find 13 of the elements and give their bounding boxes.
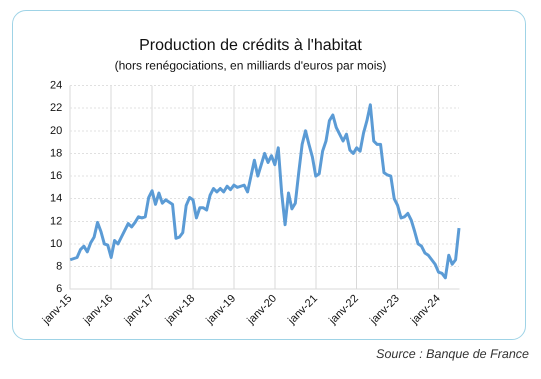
y-tick-label: 10	[50, 238, 62, 250]
y-tick-label: 22	[50, 102, 62, 114]
y-tick-label: 16	[50, 170, 62, 182]
y-tick-label: 8	[56, 260, 62, 273]
y-tick-label: 14	[50, 192, 62, 205]
y-tick-label: 6	[56, 283, 62, 296]
y-tick-label: 20	[50, 124, 62, 137]
source-note: Source : Banque de France	[376, 347, 529, 361]
y-tick-label: 24	[50, 80, 62, 92]
chart-subtitle: (hors renégociations, en milliards d'euros par mois)	[114, 58, 386, 73]
chart-title: Production de crédits à l'habitat	[139, 37, 362, 54]
y-tick-label: 12	[50, 215, 62, 228]
y-tick-label: 18	[50, 147, 62, 160]
